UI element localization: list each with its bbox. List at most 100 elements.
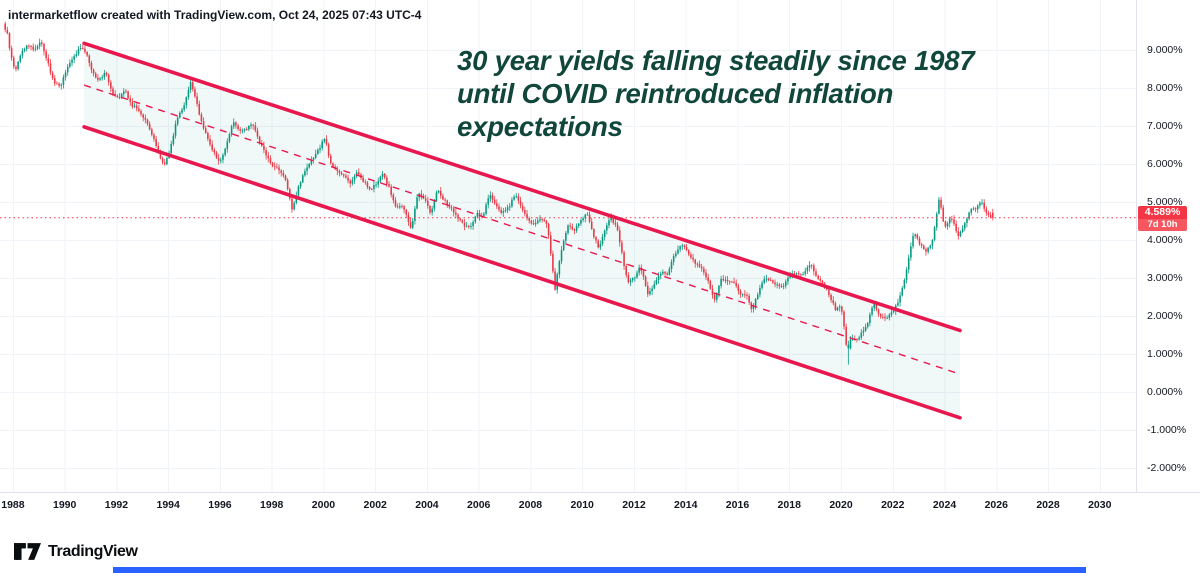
time-scale-label: 1988	[1, 499, 25, 511]
channel-lower-line[interactable]	[82, 125, 962, 420]
candle-body	[608, 220, 610, 226]
candle-body	[355, 172, 358, 177]
channel-upper-line[interactable]	[82, 41, 962, 333]
candle-body	[66, 66, 69, 73]
candle-body	[662, 271, 664, 274]
candle-body	[795, 273, 798, 275]
candle-body	[118, 97, 121, 99]
price-scale-label: 3.000%	[1147, 272, 1183, 285]
candle-body	[832, 300, 835, 304]
candle-body	[603, 230, 606, 237]
annotation-line-1: 30 year yields falling steadily since 19…	[457, 45, 975, 76]
candle-body	[616, 224, 619, 231]
candle-body	[748, 295, 750, 303]
candle-body	[513, 196, 515, 200]
tradingview-logo[interactable]: TradingView	[14, 541, 138, 562]
candle-body	[32, 46, 35, 50]
candle-body	[58, 83, 60, 86]
candle-body	[435, 192, 438, 201]
candle-body	[491, 195, 494, 200]
candle-body	[618, 230, 621, 243]
candle-body	[45, 51, 47, 59]
candle-body	[703, 268, 705, 273]
candle-body	[459, 218, 461, 221]
candle-body	[411, 220, 414, 228]
channel-midline[interactable]	[83, 84, 961, 375]
candle-body	[228, 134, 231, 142]
candle-body	[918, 238, 921, 245]
candle-body	[8, 33, 11, 49]
candle-body	[161, 158, 164, 163]
candle-body	[694, 259, 697, 264]
candle-body	[25, 45, 28, 50]
candle-body	[317, 149, 319, 154]
candle-body	[914, 234, 916, 237]
candle-body	[64, 72, 67, 78]
candle-body	[284, 175, 287, 180]
candle-body	[925, 248, 927, 252]
candle-body	[222, 154, 224, 160]
candle-body	[614, 222, 617, 225]
candle-body	[841, 306, 843, 312]
time-scale-label: 2012	[622, 499, 646, 511]
candle-body	[308, 163, 311, 168]
time-scale-label: 2016	[725, 499, 750, 511]
price-scale[interactable]: 9.000% 8.000% 7.000% 6.000% 5.000% 4.000% 3.00…	[1136, 0, 1200, 492]
candle-body	[407, 214, 410, 222]
time-scale-label: 2030	[1088, 499, 1112, 511]
candle-body	[884, 316, 886, 319]
candle-body	[30, 46, 32, 47]
candle-body	[99, 78, 101, 80]
candle-body	[802, 273, 804, 275]
candle-body	[759, 288, 761, 295]
candle-body	[685, 247, 688, 251]
candle-body	[899, 295, 901, 303]
time-scale-label: 2010	[570, 499, 594, 511]
candle-body	[60, 84, 63, 86]
chart-attribution: intermarketflow created with TradingView…	[8, 8, 422, 22]
candle-body	[133, 105, 136, 107]
candle-body	[931, 239, 934, 246]
candle-body	[478, 212, 481, 217]
candle-body	[41, 42, 43, 44]
price-scale-label: 4.000%	[1147, 234, 1183, 247]
candle-body	[101, 77, 104, 79]
time-scale[interactable]: 1988 1990 1992 1994 1996 1998 2000 2002 2004 2006…	[0, 493, 1136, 515]
candle-body	[653, 284, 656, 289]
candle-body	[882, 316, 884, 318]
candle-body	[377, 181, 380, 185]
candle-body	[498, 206, 500, 210]
candle-body	[103, 72, 106, 78]
candle-body	[386, 177, 388, 184]
time-scale-label: 2018	[777, 499, 801, 511]
candle-body	[787, 277, 789, 282]
candle-body	[347, 177, 349, 181]
candle-body	[545, 220, 548, 224]
chart-annotation-text[interactable]: 30 year yields falling steadily since 19…	[457, 44, 975, 143]
time-scale-label: 2008	[518, 499, 543, 511]
candle-body	[94, 73, 97, 78]
candle-body	[744, 294, 746, 296]
candle-body	[655, 280, 658, 285]
candle-body	[209, 138, 211, 145]
candle-body	[364, 181, 367, 183]
candle-body	[718, 285, 720, 294]
candle-body	[312, 157, 315, 160]
candle-body	[431, 208, 433, 213]
candle-body	[71, 59, 73, 63]
candle-body	[174, 124, 177, 136]
candle-body	[90, 62, 93, 70]
candle-body	[879, 314, 882, 317]
candle-body	[810, 265, 813, 267]
candle-body	[62, 77, 65, 85]
time-scale-label: 2000	[311, 499, 336, 511]
candle-body	[110, 82, 112, 89]
candle-body	[271, 162, 274, 167]
candle-body	[394, 200, 397, 207]
candle-body	[319, 147, 321, 150]
candle-body	[202, 121, 205, 129]
time-scale-label: 2028	[1036, 499, 1060, 511]
candle-body	[929, 245, 932, 248]
candle-body	[819, 278, 822, 281]
